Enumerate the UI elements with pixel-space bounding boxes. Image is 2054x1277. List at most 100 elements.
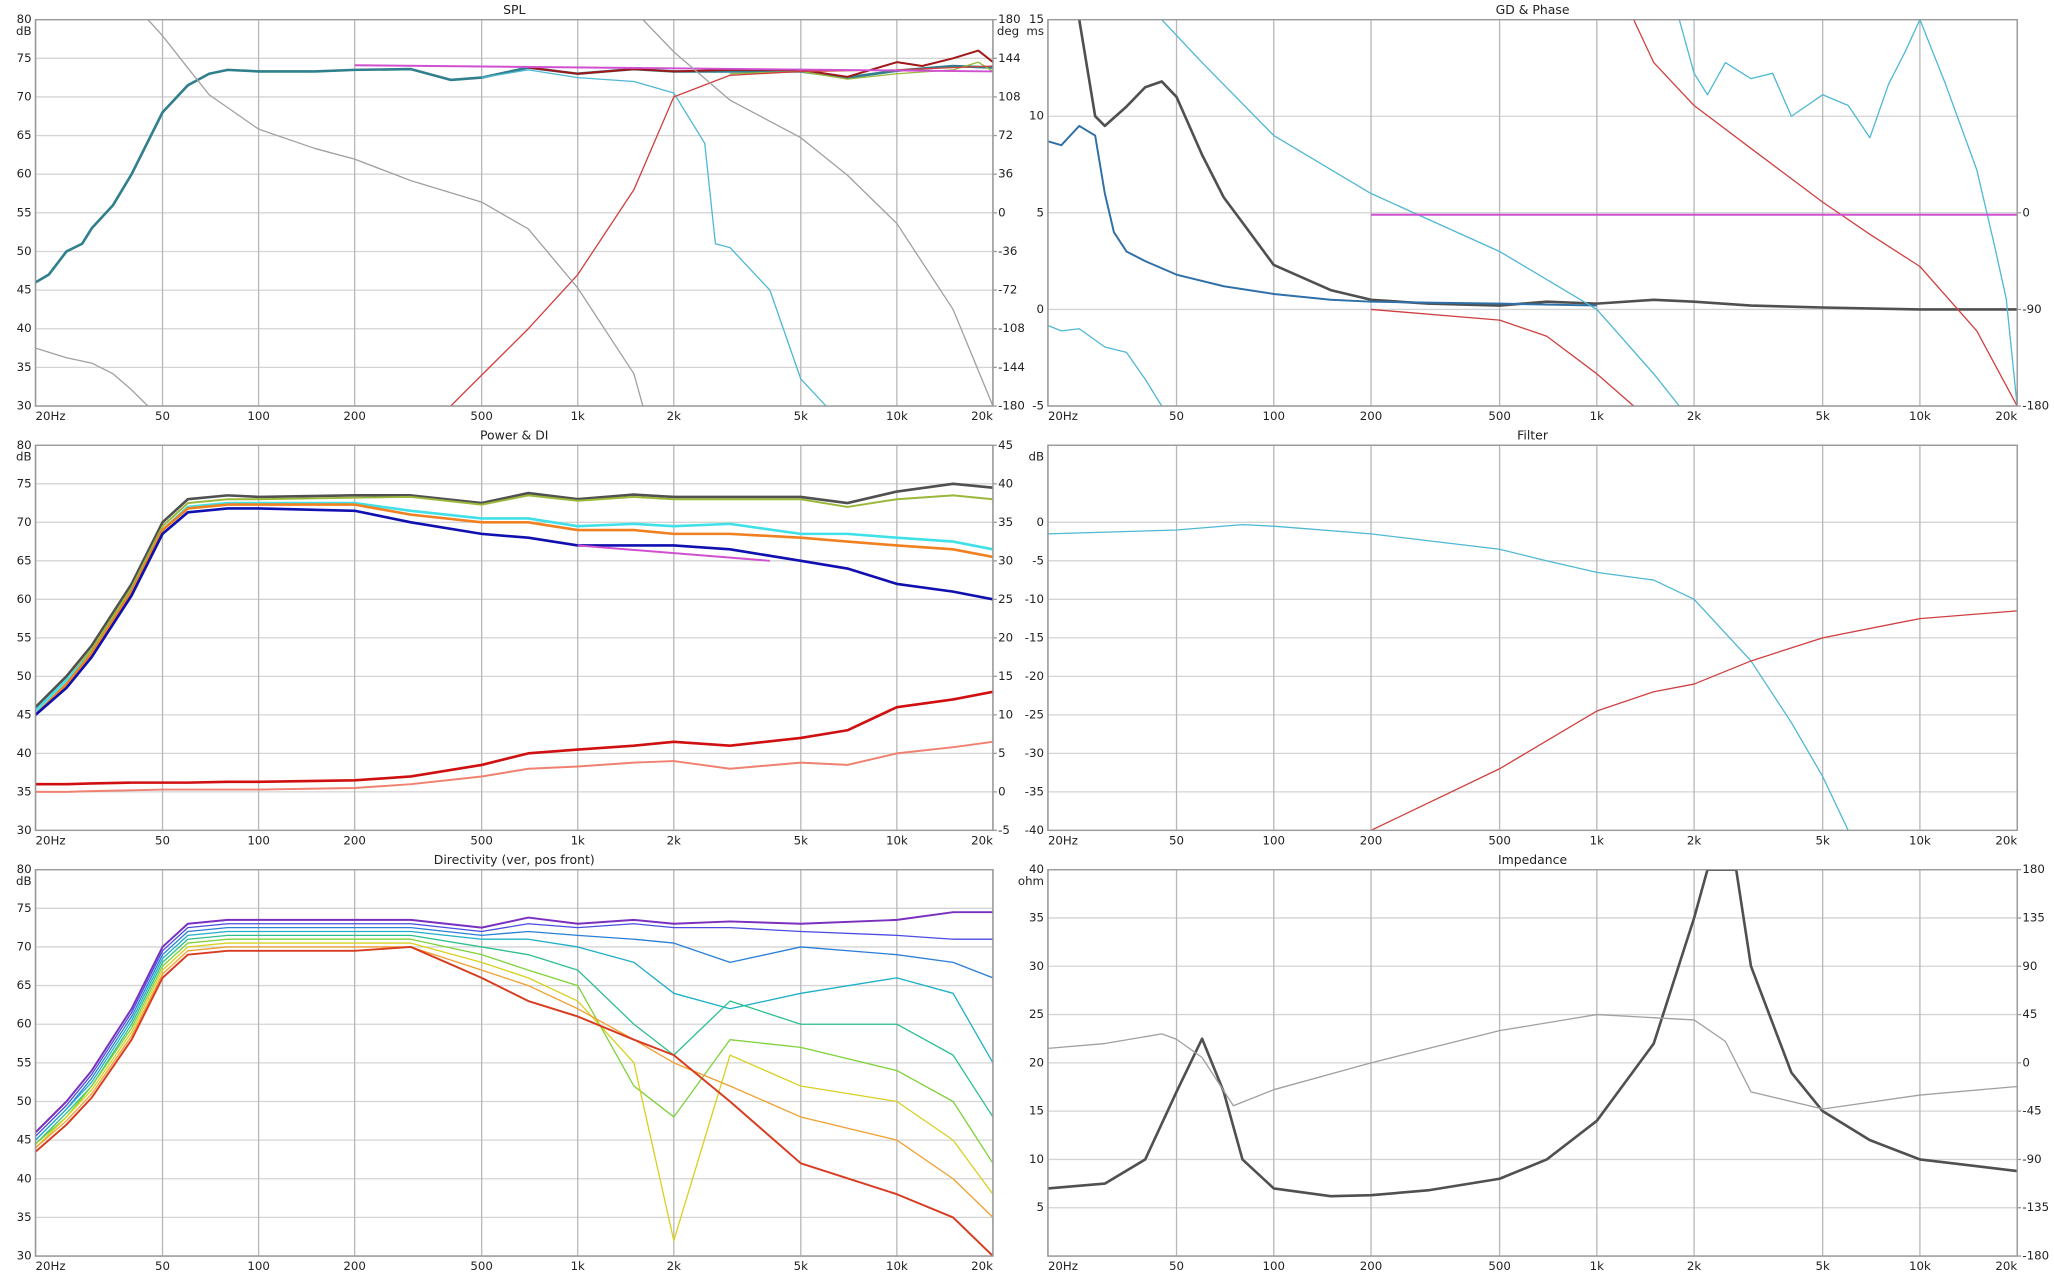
y2-tick-label: 30: [998, 553, 1013, 567]
chart-panel: Power & DI dB 30 35 40 45 50 55 60 65 70 75 80 -5 0 5 10…: [16, 428, 1013, 848]
x-tick-label: 1k: [571, 833, 585, 847]
chart-panel: SPL dB deg 30 35 40 45 50 55 60 65 70 75 80 -180 -144 -1…: [16, 2, 1025, 423]
series-group: [1047, 523, 2018, 831]
y-tick-label: 40: [17, 321, 32, 335]
y2-tick-label: -180: [2022, 399, 2049, 413]
y-tick-label: 65: [17, 553, 32, 567]
x-tick-label: 1k: [571, 409, 585, 423]
y-tick-label: -30: [1025, 746, 1044, 760]
x-tick-label: 20k: [971, 1259, 993, 1273]
y2-tick-label: -45: [2022, 1104, 2041, 1118]
series-line: [35, 64, 993, 284]
x-tick-label: 200: [1360, 1259, 1382, 1273]
y-tick-label: 40: [1029, 862, 1044, 876]
x-tick-label: 10k: [886, 1259, 908, 1273]
series-line: [1047, 124, 1597, 307]
x-tick-label: 50: [155, 1259, 170, 1273]
x-tick-label: 100: [247, 1259, 269, 1273]
y-tick-label: 65: [17, 128, 32, 142]
y2-tick-label: -180: [2022, 1249, 2049, 1263]
y-tick-label: -25: [1025, 707, 1044, 721]
x-tick-label: 50: [1169, 1259, 1184, 1273]
x-tick-label: 200: [1360, 833, 1382, 847]
x-tick-label: 50: [1169, 833, 1184, 847]
series-line: [1047, 523, 1849, 831]
x-tick-label: 2k: [1687, 409, 1701, 423]
x-tick-label: 50: [155, 409, 170, 423]
y-tick-label: 55: [17, 1055, 32, 1069]
series-line: [35, 930, 993, 1141]
y-tick-label: 35: [17, 784, 32, 798]
x-tick-label: 1k: [571, 1259, 585, 1273]
y-tick-label: 70: [17, 89, 32, 103]
x-tick-label: 5k: [1816, 1259, 1830, 1273]
x-tick-label: 20k: [971, 833, 993, 847]
series-line: [1633, 19, 2018, 407]
y-tick-label: -15: [1025, 630, 1044, 644]
chart-title: Filter: [1517, 428, 1549, 443]
y-tick-label: 80: [17, 438, 32, 452]
y-tick-label: 75: [17, 476, 32, 490]
plot-border: [34, 869, 994, 1257]
y-tick-label: 35: [17, 360, 32, 374]
x-tick-label: 200: [343, 1259, 365, 1273]
y2-tick-label: -108: [998, 321, 1025, 335]
x-tick-label: 20k: [971, 409, 993, 423]
y-tick-label: 65: [17, 978, 32, 992]
series-line: [35, 926, 993, 1141]
series-group: [35, 19, 993, 407]
chart-panel: Directivity (ver, pos front) dB 30 35 40 45 50…: [16, 852, 994, 1273]
x-tick-label: 50: [1169, 409, 1184, 423]
series-line: [147, 19, 644, 407]
y-tick-label: 20: [1029, 1055, 1044, 1069]
plot-border: [1047, 869, 2018, 1257]
series-line: [1047, 324, 1163, 407]
y-tick-label: 0: [1037, 302, 1045, 316]
y-tick-label: 75: [17, 51, 32, 65]
series-line: [35, 923, 993, 1137]
y-tick-label: 70: [17, 939, 32, 953]
x-tick-label: 20Hz: [1048, 1259, 1078, 1273]
series-line: [1370, 308, 1635, 407]
x-tick-label: 200: [1360, 409, 1382, 423]
x-tick-label: 100: [1263, 833, 1285, 847]
x-tick-label: 100: [247, 833, 269, 847]
y-tick-label: 40: [17, 746, 32, 760]
series-line: [1047, 869, 2018, 1198]
series-line: [35, 494, 993, 712]
y2-tick-label: 0: [998, 205, 1006, 219]
x-tick-label: 2k: [667, 409, 681, 423]
y-tick-label: 35: [1029, 910, 1044, 924]
y-tick-label: 80: [17, 12, 32, 26]
x-tick-label: 2k: [1687, 1259, 1701, 1273]
x-tick-label: 5k: [794, 409, 808, 423]
y-tick-label: 30: [17, 399, 32, 413]
x-tick-label: 50: [155, 833, 170, 847]
x-tick-label: 20k: [1995, 833, 2017, 847]
y-tick-label: 50: [17, 1094, 32, 1108]
series-line: [35, 740, 993, 793]
y-tick-label: 45: [17, 1133, 32, 1147]
x-tick-label: 500: [1488, 1259, 1510, 1273]
y2-tick-label: 0: [2022, 1055, 2030, 1069]
y-tick-label: 45: [17, 707, 32, 721]
series-line: [577, 544, 770, 562]
y-tick-label: 55: [17, 205, 32, 219]
y-tick-label: 40: [17, 1171, 32, 1185]
y-tick-label: -5: [1032, 553, 1044, 567]
y2-tick-label: -72: [998, 283, 1017, 297]
x-tick-label: 2k: [667, 1259, 681, 1273]
x-tick-label: 5k: [794, 1259, 808, 1273]
y2-tick-label: 45: [2022, 1007, 2037, 1021]
series-line: [1077, 19, 2018, 311]
y-tick-label: 55: [17, 630, 32, 644]
y-unit: dB: [16, 24, 32, 38]
chart-title: Power & DI: [480, 428, 548, 443]
x-tick-label: 2k: [667, 833, 681, 847]
x-tick-label: 100: [1263, 1259, 1285, 1273]
series-group: [35, 911, 993, 1257]
chart-title: GD & Phase: [1496, 2, 1570, 17]
y-tick-label: 0: [1037, 515, 1045, 529]
x-tick-label: 500: [1488, 833, 1510, 847]
y2-tick-label: 108: [998, 89, 1020, 103]
